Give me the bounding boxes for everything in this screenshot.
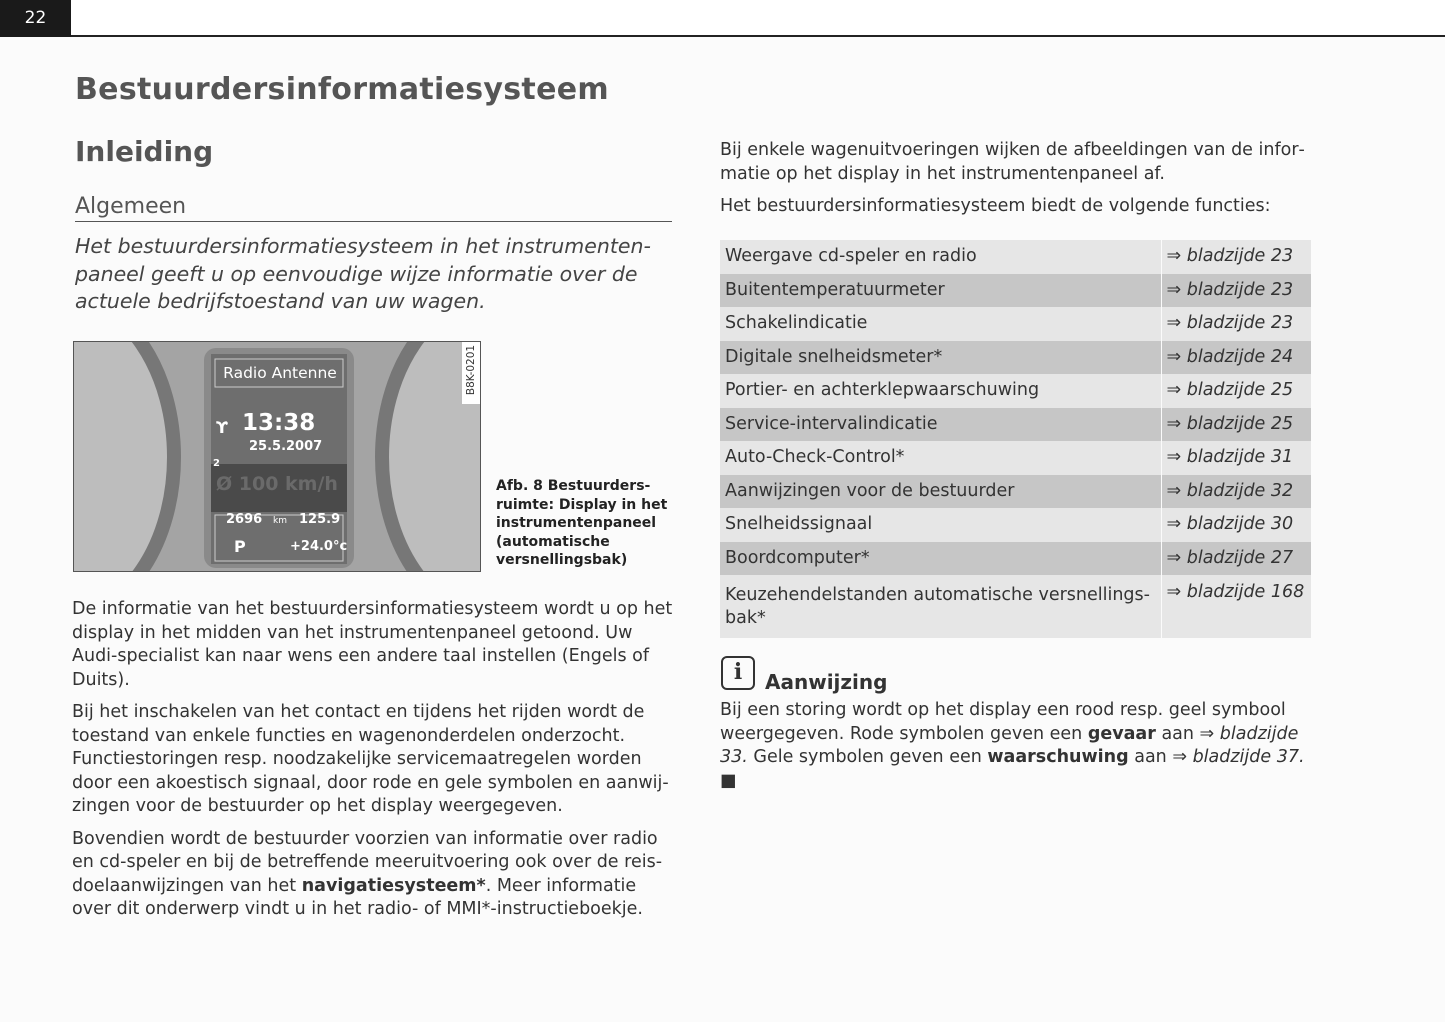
table-row: Weergave cd-speler en radio ⇒ bladzijde 2… — [720, 240, 1311, 274]
function-label: Snelheidssignaal — [720, 508, 1161, 542]
display-speed: Ø 100 km/h — [216, 473, 338, 495]
text: Bij een storing wordt op het display een… — [720, 700, 1286, 744]
function-label: Digitale snelheidsmeter* — [720, 340, 1161, 374]
table-row: Portier- en achterklepwaarschuwing ⇒ blad… — [720, 374, 1311, 408]
bold-term: waarschuwing — [987, 747, 1129, 767]
paragraph: De informatie van het bestuurdersinforma… — [72, 599, 673, 690]
table-row: Digitale snelheidsmeter* ⇒ bladzijde 24 — [720, 340, 1311, 374]
display-temperature: +24.0°c — [290, 539, 348, 554]
page-header: 22 — [0, 0, 1445, 37]
display-time: 13:38 — [242, 410, 316, 436]
page-reference[interactable]: ⇒ bladzijde 30 — [1160, 508, 1311, 542]
function-label: Aanwijzingen voor de bestuurder — [720, 474, 1161, 508]
page-reference[interactable]: ⇒ bladzijde 27 — [1160, 541, 1311, 575]
instrument-panel-figure: Radio Antenne ϒ 13:38 25.5.2007 2 Ø 100 … — [73, 341, 481, 572]
display-header: Radio Antenne — [223, 364, 337, 382]
gauge-illustration — [74, 342, 480, 571]
figure-caption: Afb. 8 Bestuurders­ruimte: Display in he… — [496, 478, 668, 568]
page-reference[interactable]: ⇒ bladzijde 24 — [1160, 340, 1311, 374]
note-title: Aanwijzing — [765, 670, 888, 694]
table-row: Buitentemperatuurmeter ⇒ bladzijde 23 — [720, 273, 1311, 307]
function-label: Schakelindicatie — [720, 307, 1161, 341]
paragraph: Bovendien wordt de bestuurder voorzien v… — [72, 828, 677, 922]
table-row: Boordcomputer* ⇒ bladzijde 27 — [720, 541, 1311, 575]
page-reference[interactable]: ⇒ bladzijde 32 — [1160, 474, 1311, 508]
page-title: Bestuurdersinformatiesysteem — [75, 72, 609, 107]
note-text: Bij een storing wordt op het display een… — [720, 699, 1320, 793]
paragraph: Bij enkele wagenuitvoeringen wijken de a… — [720, 140, 1305, 184]
table-row: Keuzehendelstanden automatische versnell… — [720, 575, 1311, 638]
display-index: 2 — [213, 458, 220, 469]
function-label: Weergave cd-speler en radio — [720, 240, 1161, 274]
table-row: Snelheidssignaal ⇒ bladzijde 30 — [720, 508, 1311, 542]
page-reference[interactable]: ⇒ bladzijde 25 — [1160, 407, 1311, 441]
display-odometer: 2696 — [226, 512, 263, 527]
info-icon: i — [721, 656, 755, 690]
function-label: Auto-Check-Control* — [720, 441, 1161, 475]
page-reference[interactable]: ⇒ bladzijde 31 — [1160, 441, 1311, 475]
text: Bovendien wordt de bestuurder voorzien v… — [72, 828, 663, 896]
paragraph: Bij het inschakelen van het contact en t… — [72, 702, 669, 816]
table-row: Service-intervalindicatie ⇒ bladzijde 25 — [720, 407, 1311, 441]
bold-term: gevaar — [1087, 723, 1156, 744]
function-label: Portier- en achterklepwaarschuwing — [720, 374, 1161, 408]
page-reference[interactable]: ⇒ bladzijde 37. — [1172, 747, 1305, 767]
display-gear: P — [234, 537, 246, 556]
page-reference[interactable]: ⇒ bladzijde 23 — [1160, 307, 1311, 341]
page-reference[interactable]: ⇒ bladzijde 25 — [1160, 374, 1311, 408]
right-body: Bij enkele wagenuitvoeringen wijken de a… — [720, 139, 1320, 228]
text: aan — [1155, 723, 1200, 744]
function-label: Buitentemperatuurmeter — [720, 273, 1161, 307]
bold-term: navigatiesysteem* — [301, 875, 486, 896]
text: . Meer informatie over dit onderwerp vin… — [72, 875, 643, 920]
function-label: Keuzehendelstanden automatische versnell… — [720, 575, 1161, 638]
function-label: Boordcomputer* — [720, 541, 1161, 575]
display-trip: 125.9 — [299, 512, 341, 527]
figure-code-box: B8K-0201 — [462, 342, 480, 404]
page-reference[interactable]: ⇒ bladzijde 168 — [1160, 575, 1311, 638]
left-body: De informatie van het bestuurdersinforma… — [72, 598, 677, 931]
subsection-heading: Algemeen — [75, 194, 672, 222]
text: Gele symbolen geven een — [747, 747, 988, 767]
text: aan — [1128, 747, 1173, 767]
table-row: Auto-Check-Control* ⇒ bladzijde 31 — [720, 441, 1311, 475]
display-date: 25.5.2007 — [249, 439, 323, 454]
table-row: Schakelindicatie ⇒ bladzijde 23 — [720, 307, 1311, 341]
paragraph: Het bestuurdersinformatiesysteem biedt d… — [720, 196, 1271, 216]
intro-text: Het bestuurdersinformatiesysteem in het … — [75, 234, 651, 313]
functions-table: Weergave cd-speler en radio ⇒ bladzijde 2… — [720, 240, 1311, 638]
figure-code: B8K-0201 — [465, 344, 477, 396]
page-reference[interactable]: ⇒ bladzijde 33. — [720, 723, 1299, 768]
function-label: Service-intervalindicatie — [720, 407, 1161, 441]
end-mark: ■ — [720, 770, 737, 791]
antenna-icon: ϒ — [216, 418, 228, 437]
section-heading: Inleiding — [75, 135, 214, 168]
display-odo-unit: km — [273, 516, 287, 526]
page-reference[interactable]: ⇒ bladzijde 23 — [1160, 240, 1311, 274]
page-reference[interactable]: ⇒ bladzijde 23 — [1160, 273, 1311, 307]
table-row: Aanwijzingen voor de bestuurder ⇒ bladzij… — [720, 474, 1311, 508]
page-number: 22 — [0, 0, 71, 37]
